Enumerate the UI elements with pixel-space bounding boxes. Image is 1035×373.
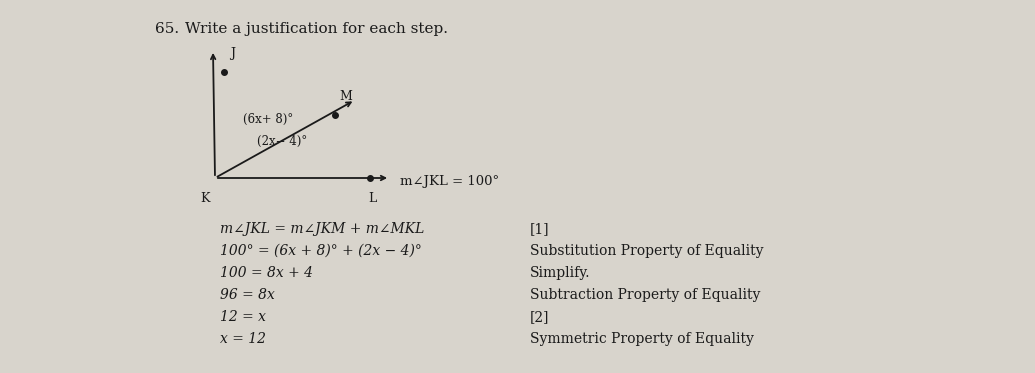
Text: 65.: 65. — [155, 22, 179, 36]
Text: Substitution Property of Equality: Substitution Property of Equality — [530, 244, 764, 258]
Text: Simplify.: Simplify. — [530, 266, 591, 280]
Text: 96 = 8x: 96 = 8x — [220, 288, 275, 302]
Text: m∠JKL = 100°: m∠JKL = 100° — [400, 176, 499, 188]
Text: [2]: [2] — [530, 310, 550, 324]
Text: Subtraction Property of Equality: Subtraction Property of Equality — [530, 288, 761, 302]
Text: 100° = (6x + 8)° + (2x − 4)°: 100° = (6x + 8)° + (2x − 4)° — [220, 244, 422, 258]
Text: m∠JKL = m∠JKM + m∠MKL: m∠JKL = m∠JKM + m∠MKL — [220, 222, 424, 236]
Text: Write a justification for each step.: Write a justification for each step. — [185, 22, 448, 36]
Text: Symmetric Property of Equality: Symmetric Property of Equality — [530, 332, 753, 346]
Text: (2x− 4)°: (2x− 4)° — [257, 135, 307, 148]
Text: x = 12: x = 12 — [220, 332, 266, 346]
Text: 100 = 8x + 4: 100 = 8x + 4 — [220, 266, 313, 280]
Text: K: K — [201, 192, 210, 205]
Text: (6x+ 8)°: (6x+ 8)° — [243, 113, 293, 126]
Text: 12 = x: 12 = x — [220, 310, 266, 324]
Text: [1]: [1] — [530, 222, 550, 236]
Text: M: M — [339, 90, 352, 103]
Text: L: L — [367, 192, 376, 205]
Text: J: J — [230, 47, 235, 60]
